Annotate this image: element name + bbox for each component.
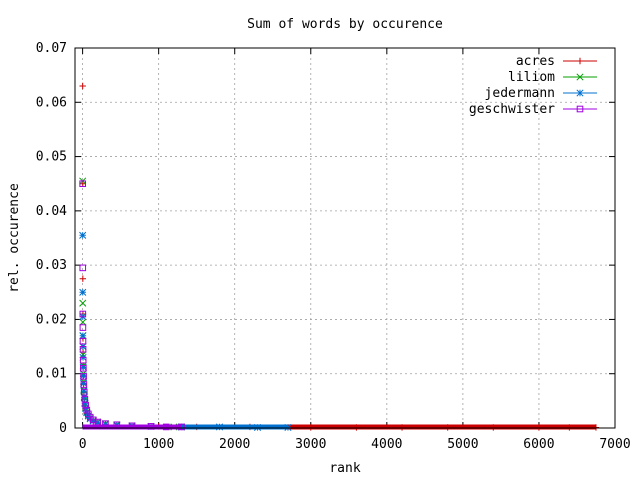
data-point — [147, 423, 155, 430]
x-tick-label: 7000 — [599, 437, 630, 452]
data-point — [80, 381, 88, 388]
data-point — [81, 400, 89, 408]
x-tick-label: 4000 — [371, 437, 402, 452]
x-tick-label: 6000 — [523, 437, 554, 452]
y-tick-label: 0.03 — [36, 258, 67, 273]
data-point — [89, 417, 97, 425]
data-point — [576, 89, 584, 97]
data-point — [80, 373, 87, 380]
legend-label: liliom — [508, 70, 555, 85]
y-tick-label: 0.01 — [36, 367, 67, 382]
data-point — [94, 418, 102, 426]
data-point — [80, 387, 88, 395]
data-point — [535, 424, 543, 431]
series-geschwister — [79, 180, 185, 431]
legend-label: jedermann — [485, 86, 555, 101]
data-point — [101, 420, 109, 428]
data-point — [79, 356, 87, 364]
data-point — [79, 180, 86, 188]
x-tick-label: 0 — [79, 437, 87, 452]
data-point — [79, 275, 87, 282]
y-tick-label: 0.02 — [36, 312, 67, 327]
x-tick-label: 5000 — [447, 437, 478, 452]
data-point — [576, 105, 584, 113]
y-tick-label: 0.05 — [36, 150, 67, 165]
data-point — [79, 288, 87, 296]
data-point — [80, 364, 87, 372]
series-liliom — [79, 177, 186, 431]
x-tick-label: 3000 — [295, 437, 326, 452]
data-point — [79, 82, 86, 90]
y-tick-label: 0.07 — [36, 41, 67, 56]
data-point — [353, 424, 360, 431]
axis-ticks: 0 1000 2000 3000 4000 5000 6000 7000 0 0.01 0.02 0.… — [36, 41, 631, 452]
data-point — [89, 416, 97, 424]
data-point — [592, 424, 600, 431]
data-point — [490, 424, 497, 431]
data-point — [79, 363, 87, 371]
data-point — [177, 423, 186, 431]
y-tick-label: 0.06 — [36, 95, 67, 110]
data-point — [94, 419, 102, 427]
data-point — [253, 423, 262, 432]
data-point — [79, 372, 87, 380]
data-point — [398, 424, 406, 431]
grid — [75, 48, 615, 428]
plot-area — [79, 82, 600, 432]
x-axis-label: rank — [329, 461, 360, 476]
data-point — [79, 299, 87, 307]
data-point — [80, 394, 88, 402]
data-point — [79, 337, 87, 345]
y-tick-label: 0.04 — [36, 204, 67, 219]
x-tick-label: 2000 — [219, 437, 250, 452]
data-point — [576, 73, 584, 81]
data-point — [79, 332, 87, 340]
x-tick-label: 1000 — [143, 437, 174, 452]
data-point — [79, 324, 87, 331]
data-point — [307, 424, 314, 431]
data-point — [79, 231, 87, 239]
series-jedermann — [79, 231, 292, 432]
data-point — [80, 388, 88, 396]
y-axis-label: rel. occurence — [7, 183, 22, 293]
data-point — [576, 57, 584, 65]
plot-frame — [74, 47, 616, 429]
legend-label: acres — [516, 54, 555, 69]
data-point — [284, 423, 292, 432]
data-point — [84, 412, 92, 420]
data-point — [128, 422, 136, 430]
data-point — [178, 423, 185, 431]
series-acres — [79, 82, 600, 431]
data-point — [80, 379, 88, 388]
chart-title: Sum of words by occurence — [247, 17, 443, 32]
data-point — [79, 345, 87, 353]
y-tick-label: 0 — [59, 421, 67, 436]
data-point — [444, 424, 451, 431]
data-point — [82, 401, 89, 409]
data-point — [102, 420, 109, 427]
data-point — [79, 264, 87, 272]
data-point — [79, 310, 87, 318]
data-point — [83, 406, 91, 414]
data-point — [566, 424, 573, 431]
data-point — [162, 423, 170, 431]
legend-label: geschwister — [469, 102, 555, 117]
data-point — [215, 423, 224, 431]
